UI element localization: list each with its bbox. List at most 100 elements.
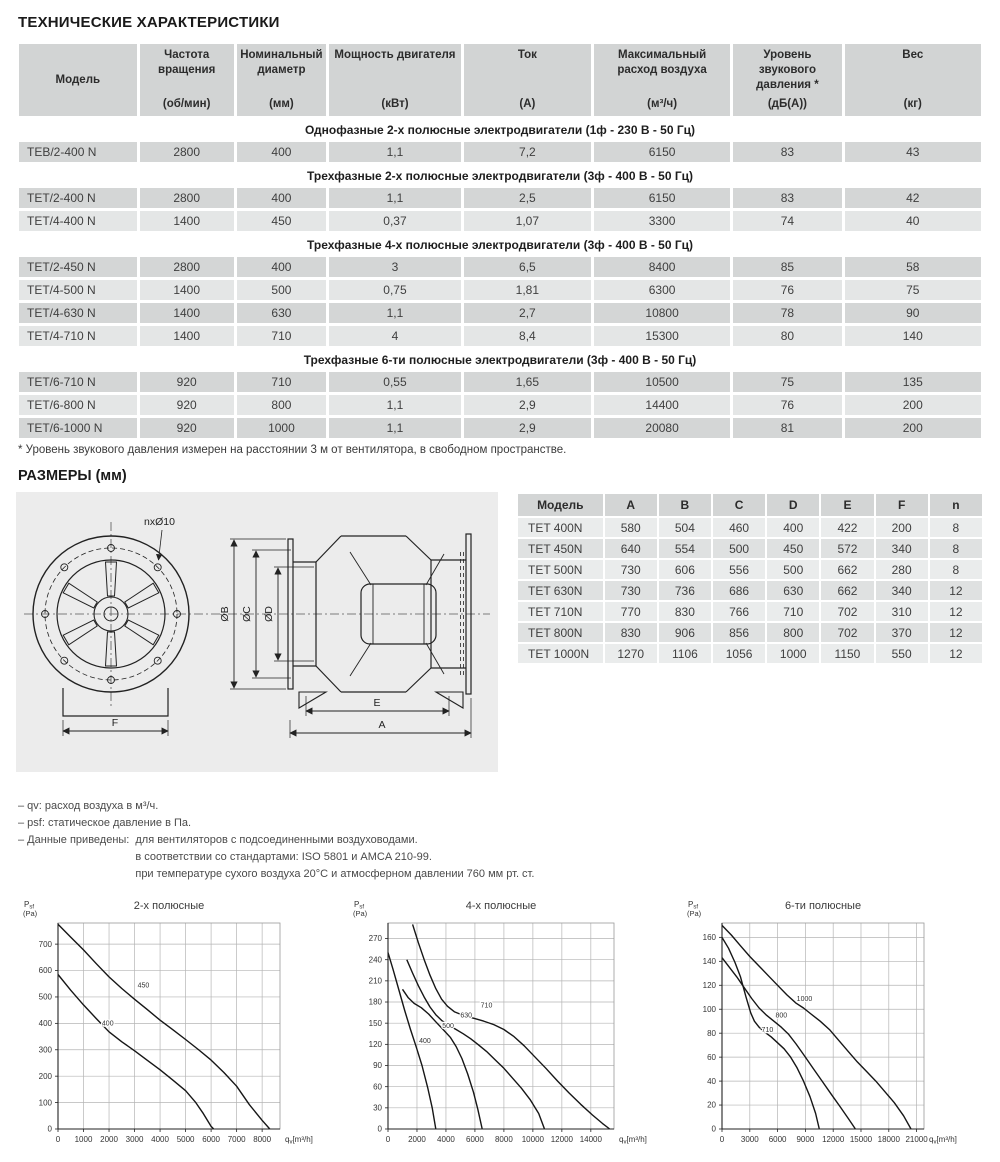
hub-circle (93, 596, 129, 632)
value-cell: 400 (767, 518, 820, 537)
value-cell: 572 (821, 539, 874, 558)
value-cell: 14400 (593, 395, 731, 415)
bolt-holes (41, 544, 181, 684)
spec-column-title: Уровень звукового давления * (756, 49, 819, 91)
curve-label-500: 500 (442, 1023, 454, 1030)
note-condition-line: в соответствии со стандартами: ISO 5801 … (135, 851, 432, 864)
y-axis-unit: (Pa) (687, 909, 702, 918)
value-cell: 550 (875, 644, 928, 663)
x-tick-label: 21000 (905, 1135, 928, 1144)
y-tick-label: 0 (48, 1125, 53, 1134)
model-cell: TET 450N (518, 539, 603, 558)
value-cell: 7,2 (463, 142, 591, 162)
y-tick-label: 0 (712, 1125, 717, 1134)
x-axis-label: qv[m³/h] (929, 1135, 957, 1146)
value-cell: 2,5 (463, 188, 591, 208)
x-tick-label: 5000 (177, 1135, 195, 1144)
duct-bore-circle (56, 559, 166, 669)
dim-data-row: TET 800N 830 906 856 800 702 370 12 (518, 623, 982, 642)
curve-450 (57, 924, 271, 1130)
y-tick-label: 200 (39, 1072, 53, 1081)
value-cell: 422 (821, 518, 874, 537)
spec-column-header-wrap: Модель (22, 48, 134, 112)
value-cell: 83 (733, 142, 842, 162)
y-tick-label: 120 (703, 981, 717, 990)
value-cell: 2,9 (463, 395, 591, 415)
spec-data-row: TET/6-710 N 920 710 0,55 1,65 10500 75 135 (19, 372, 981, 392)
value-cell: 340 (875, 539, 928, 558)
value-cell: 920 (139, 418, 234, 438)
spec-column-unit: (м³/ч) (647, 98, 678, 111)
dimensions-section: nxØ10 F (16, 492, 984, 772)
spec-column-title: Модель (55, 73, 101, 86)
spec-data-row: TET/6-1000 N 920 1000 1,1 2,9 20080 81 200 (19, 418, 981, 438)
dim-data-row: TET 400N 580 504 460 400 422 200 8 (518, 518, 982, 537)
dim-data-row: TET 710N 770 830 766 710 702 310 12 (518, 602, 982, 621)
value-cell: 1056 (712, 644, 766, 663)
model-cell: TET/6-710 N (19, 372, 137, 392)
spec-column-title: Максимальный расход воздуха (617, 49, 707, 76)
support-base (62, 688, 169, 717)
value-cell: 1,1 (329, 142, 461, 162)
x-tick-label: 2000 (100, 1135, 118, 1144)
value-cell: 20080 (593, 418, 731, 438)
value-cell: 702 (821, 623, 874, 642)
note-conditions: – Данные приведены: для вентиляторов с п… (18, 832, 984, 883)
spec-column-unit: (об/мин) (162, 98, 211, 111)
spec-column-header-wrap: Мощность двигателя (кВт) (332, 48, 458, 112)
y-tick-label: 210 (369, 977, 383, 986)
y-tick-label: 100 (703, 1005, 717, 1014)
value-cell: 6,5 (463, 257, 591, 277)
value-cell: 12 (929, 644, 982, 663)
value-cell: 1150 (821, 644, 874, 663)
dimension-table-body: TET 400N 580 504 460 400 422 200 8 TET 450N 640 55… (518, 518, 982, 663)
value-cell: 58 (844, 257, 981, 277)
x-tick-label: 8000 (253, 1135, 271, 1144)
value-cell: 75 (733, 372, 842, 392)
value-cell: 920 (139, 372, 234, 392)
chart-6-pole: 710 800 1000 0 3000 6000 9000 12000 15000 18000 21… (682, 895, 982, 1162)
dim-column-header: B (658, 494, 711, 516)
value-cell: 83 (733, 188, 842, 208)
dim-data-row: TET 1000N 1270 1106 1056 1000 1150 550 12 (518, 644, 982, 663)
x-tick-label: 4000 (151, 1135, 169, 1144)
value-cell: 12 (929, 623, 982, 642)
model-cell: TET/4-500 N (19, 280, 137, 300)
value-cell: 856 (712, 623, 766, 642)
bolt-holes-label: nxØ10 (144, 516, 175, 528)
side-view-dim-labels: ØB ØC ØD E A (219, 606, 386, 731)
y-tick-label: 400 (39, 1019, 53, 1028)
x-tick-label: 6000 (202, 1135, 220, 1144)
value-cell: 43 (844, 142, 981, 162)
value-cell: 630 (236, 303, 327, 323)
note-conditions-label: – Данные приведены: (18, 834, 130, 847)
value-cell: 450 (767, 539, 820, 558)
outlet-flange (465, 533, 472, 695)
spec-column-header: Ток (А) (463, 44, 591, 116)
spec-data-row: TET/2-450 N 2800 400 3 6,5 8400 85 58 (19, 257, 981, 277)
dim-column-header: C (712, 494, 766, 516)
chart-title: 4-х полюсные (466, 900, 536, 912)
curve-400 (57, 974, 215, 1130)
value-cell: 500 (712, 539, 766, 558)
spec-column-header: Уровень звукового давления * (дБ(А)) (733, 44, 842, 116)
y-axis-label: Psf (24, 900, 34, 911)
dim-b-label: ØB (219, 606, 231, 621)
spec-column-unit: (дБ(А)) (767, 98, 808, 111)
dim-column-header: E (821, 494, 874, 516)
value-cell: 310 (875, 602, 928, 621)
spec-data-row: TET/4-630 N 1400 630 1,1 2,7 10800 78 90 (19, 303, 981, 323)
x-tick-label: 12000 (551, 1135, 574, 1144)
spec-column-header-wrap: Ток (А) (467, 48, 588, 112)
value-cell: 135 (844, 372, 981, 392)
spec-column-title: Мощность двигателя (334, 49, 456, 61)
y-tick-label: 240 (369, 956, 383, 965)
dim-data-row: TET 450N 640 554 500 450 572 340 8 (518, 539, 982, 558)
spec-column-title: Номинальный диаметр (240, 49, 323, 76)
value-cell: 1,1 (329, 395, 461, 415)
spec-data-row: TEB/2-400 N 2800 400 1,1 7,2 6150 83 43 (19, 142, 981, 162)
x-tick-label: 14000 (580, 1135, 603, 1144)
value-cell: 736 (658, 581, 711, 600)
